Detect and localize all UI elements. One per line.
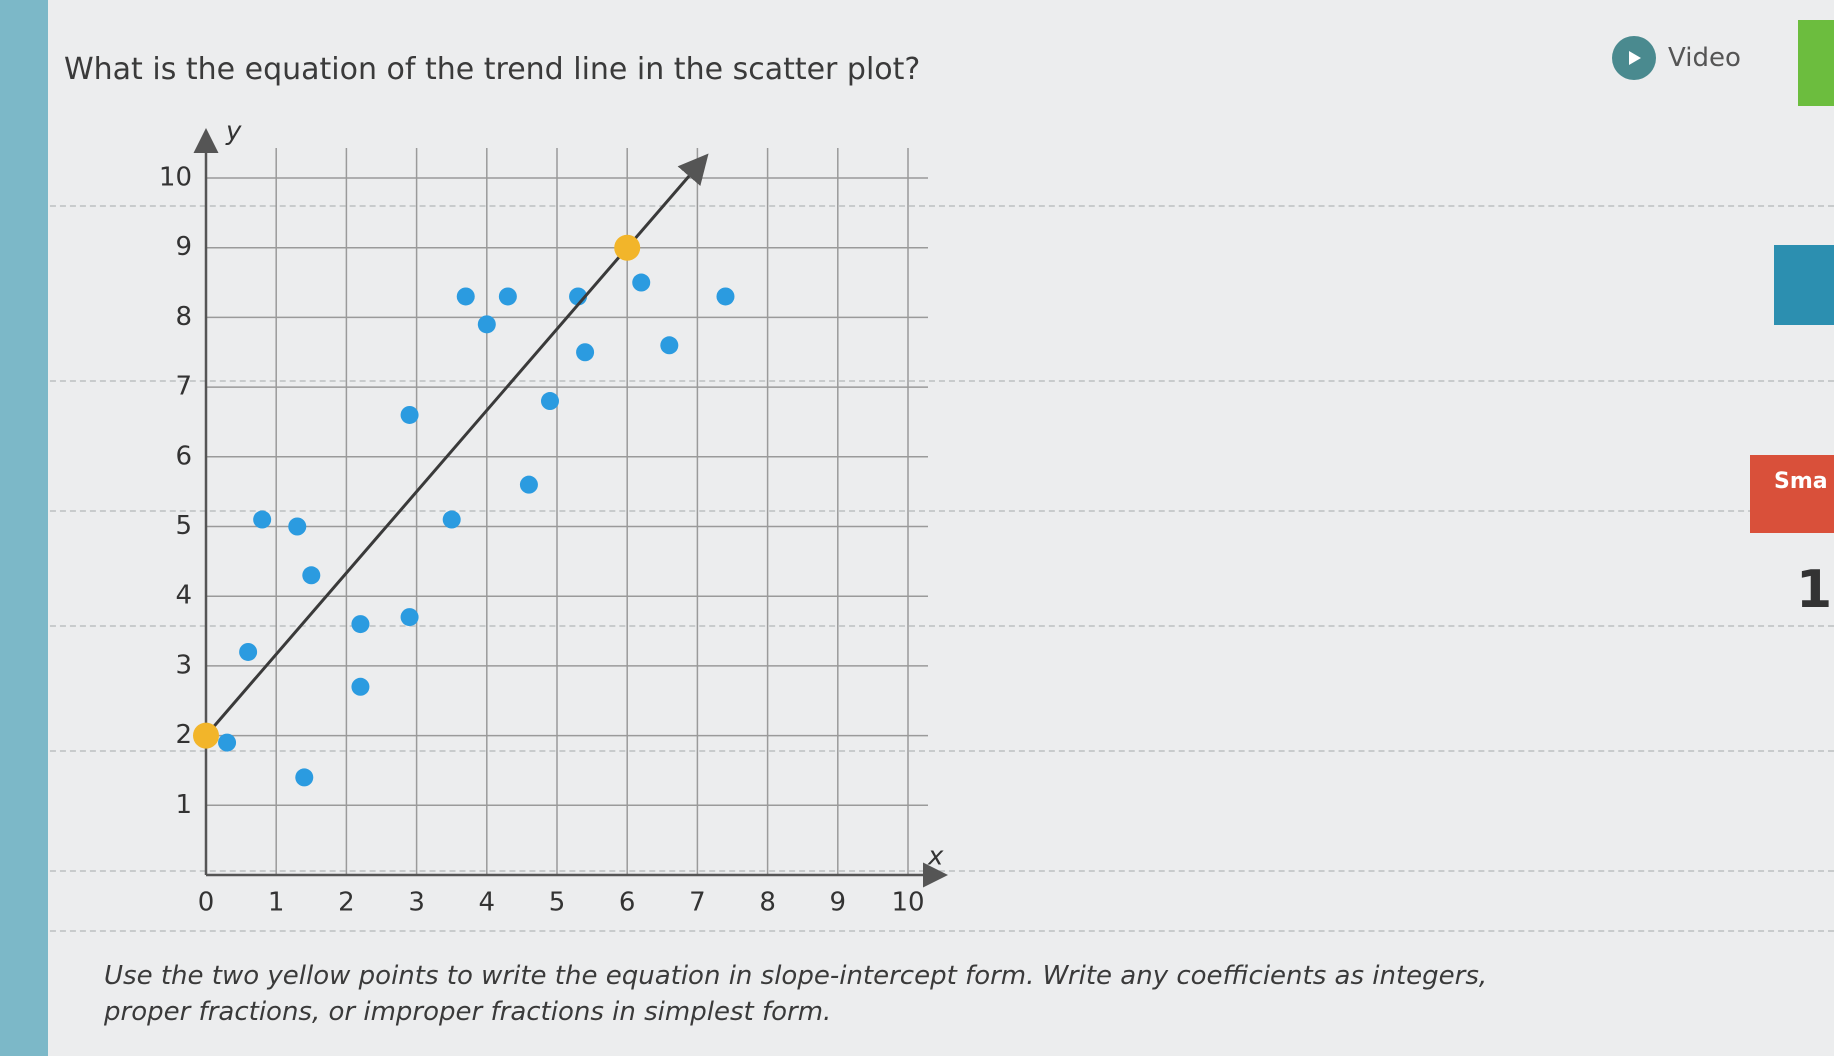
data-point — [239, 642, 258, 661]
y-tick-label: 2 — [175, 720, 192, 750]
y-tick-label: 3 — [175, 650, 192, 680]
data-point — [540, 392, 559, 411]
y-tick-label: 8 — [175, 302, 192, 332]
data-point — [456, 287, 475, 306]
x-tick-label: 1 — [268, 888, 285, 918]
score-label: Sma — [1774, 469, 1828, 494]
data-point — [193, 722, 219, 749]
x-tick-label: 5 — [549, 888, 566, 918]
video-label: Video — [1668, 43, 1741, 73]
data-point — [400, 405, 419, 424]
x-tick-label: 4 — [479, 888, 496, 918]
score-panel: Sma — [1750, 455, 1834, 533]
divider — [0, 930, 1834, 932]
x-tick-label: 8 — [759, 888, 776, 918]
divider — [0, 205, 1834, 207]
data-point — [660, 336, 679, 355]
score-value: 1 — [1796, 560, 1833, 620]
data-point — [477, 315, 496, 334]
y-tick-label: 9 — [175, 232, 192, 262]
data-point — [302, 566, 321, 585]
y-tick-label: 10 — [159, 163, 192, 193]
play-icon — [1612, 36, 1656, 80]
side-button[interactable] — [1774, 245, 1834, 325]
x-tick-label: 7 — [689, 888, 706, 918]
x-tick-label: 0 — [198, 888, 215, 918]
y-tick-label: 4 — [175, 581, 192, 611]
data-point — [351, 615, 370, 634]
data-point — [218, 733, 237, 752]
x-axis-label: x — [927, 842, 944, 872]
data-point — [614, 234, 641, 261]
x-tick-label: 3 — [408, 888, 425, 918]
data-point — [351, 677, 370, 696]
y-tick-label: 5 — [175, 511, 192, 541]
data-point — [632, 273, 651, 292]
divider — [0, 510, 1834, 512]
x-tick-label: 9 — [830, 888, 847, 918]
divider — [0, 870, 1834, 872]
x-tick-label: 6 — [619, 888, 636, 918]
data-point — [295, 768, 314, 787]
instruction: Use the two yellow points to write the e… — [104, 961, 1488, 1027]
data-point — [400, 608, 419, 627]
side-strip — [0, 0, 48, 1056]
question: What is the equation of the trend line i… — [64, 52, 921, 87]
divider — [0, 750, 1834, 752]
video-button[interactable]: Video — [1612, 36, 1741, 80]
x-tick-label: 10 — [891, 888, 924, 918]
data-point — [716, 287, 735, 306]
y-tick-label: 7 — [175, 372, 192, 402]
data-point — [288, 517, 307, 536]
progress-block — [1798, 20, 1834, 106]
y-tick-label: 6 — [175, 441, 192, 471]
divider — [0, 625, 1834, 627]
x-tick-label: 2 — [338, 888, 355, 918]
divider — [0, 380, 1834, 382]
data-point — [519, 475, 538, 494]
data-point — [442, 510, 461, 529]
data-point — [576, 343, 595, 362]
y-axis-label: y — [225, 120, 242, 147]
data-point — [253, 510, 272, 529]
data-point — [498, 287, 517, 306]
y-tick-label: 1 — [175, 790, 192, 820]
